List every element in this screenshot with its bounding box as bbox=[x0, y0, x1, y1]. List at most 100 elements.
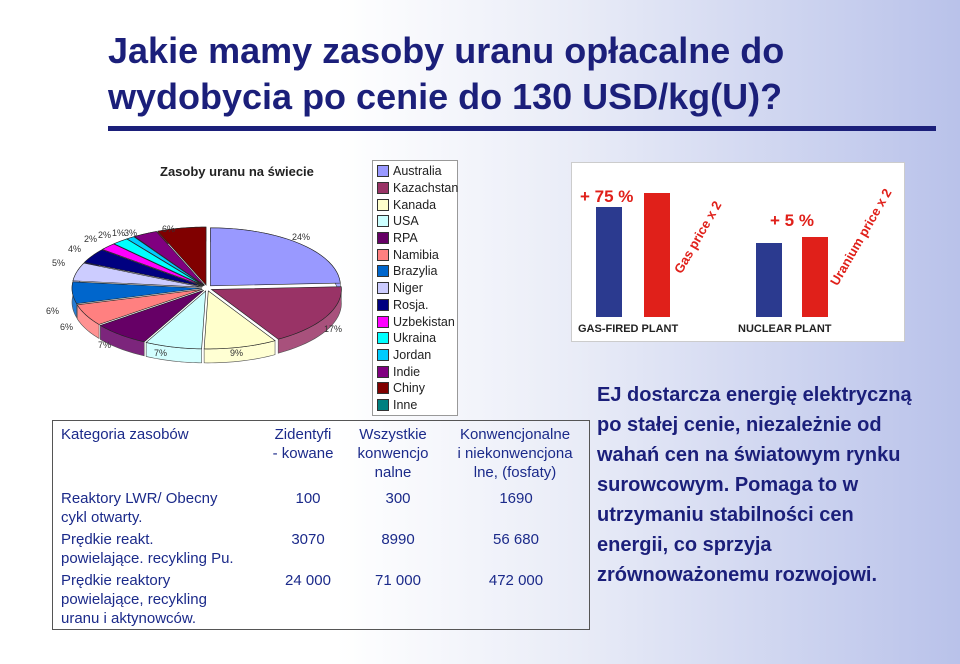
pie-label-kazachstan: 17% bbox=[324, 324, 343, 334]
legend-item-10: Uzbekistan bbox=[377, 313, 457, 330]
legend-label: Chiny bbox=[393, 381, 425, 396]
legend-label: Niger bbox=[393, 281, 423, 296]
pie-slice-11 bbox=[113, 238, 204, 286]
description-line-3: wahań cen na światowym rynku bbox=[597, 444, 901, 466]
legend-label: Rosja. bbox=[393, 297, 429, 312]
pie-slice-14 bbox=[157, 226, 207, 286]
table-row-2-category-line-2: powielające. recykling Pu. bbox=[61, 550, 234, 567]
slide-title-line-1: Jakie mamy zasoby uranu opłacalne do bbox=[108, 30, 785, 71]
pie-label-rpa: 7% bbox=[98, 340, 112, 350]
legend-swatch bbox=[377, 398, 389, 411]
pie-label-chiny: 6% bbox=[162, 224, 176, 234]
legend-item-2: Kazachstan bbox=[377, 180, 459, 197]
legend-item-8: Niger bbox=[377, 280, 457, 297]
header-conventional-line-2: i niekonwencjona bbox=[457, 445, 573, 462]
pie-label-rosja: 4% bbox=[68, 244, 82, 254]
header-conventional-line-3: lne, (fosfaty) bbox=[473, 464, 557, 481]
legend-swatch bbox=[377, 282, 389, 295]
slide-title-line-2: wydobycia po cenie do 130 USD/kg(U)? bbox=[108, 76, 783, 117]
description-line-4: surowcowym. Pomaga to w bbox=[597, 474, 859, 496]
legend-swatch bbox=[377, 182, 389, 195]
legend-swatch bbox=[377, 298, 389, 311]
pie-slice-2 bbox=[210, 286, 342, 340]
header-category: Kategoria zasobów bbox=[61, 426, 189, 443]
legend-label: USA bbox=[393, 214, 419, 229]
header-identified: Zidentyfi - kowane bbox=[263, 425, 343, 463]
header-conventional: Konwencjonalne i niekonwencjona lne, (fo… bbox=[445, 425, 585, 482]
pie-label-niger: 5% bbox=[52, 258, 66, 268]
table-row-3-conventional: 472 000 bbox=[488, 572, 544, 589]
legend-label: Indie bbox=[393, 364, 421, 379]
pie-label-kanada: 9% bbox=[230, 348, 244, 358]
pie-label-usa: 7% bbox=[154, 348, 168, 358]
uranium-price-note: Uranium price x 2 bbox=[827, 186, 895, 288]
table-row-3-all: 71 000 bbox=[375, 572, 421, 589]
pie-label-australia: 24% bbox=[292, 232, 311, 242]
table-row-2-category: Prędkie reakt. powielające. recykling Pu… bbox=[61, 530, 271, 568]
table-row-3-category-line-2: powielające, recykling bbox=[61, 591, 207, 608]
header-all-line-2: konwencjo bbox=[357, 445, 429, 462]
title-divider bbox=[108, 126, 936, 131]
gas-plant-label: GAS-FIRED PLANT bbox=[578, 323, 679, 335]
table-row-3-category: Prędkie reaktory powielające, recykling … bbox=[61, 571, 271, 628]
pie-slice-9 bbox=[83, 249, 203, 287]
table-row-1-category: Reaktory LWR/ Obecny cykl otwarty. bbox=[61, 489, 261, 527]
table-row-2-all: 8990 bbox=[381, 531, 415, 548]
description-line-2: po stałej cenie, niezależnie od bbox=[597, 414, 882, 436]
table-row-1-all: 300 bbox=[385, 490, 411, 507]
pie-legend: Australia Kazachstan Kanada USA RPA Namibia Br… bbox=[372, 160, 458, 416]
nuclear-base-bar bbox=[756, 243, 782, 317]
legend-item-7: Brazylia bbox=[377, 263, 457, 280]
legend-swatch bbox=[377, 165, 389, 178]
table-row-3-category-line-1: Prędkie reaktory bbox=[61, 572, 171, 589]
pie-chart-svg bbox=[71, 226, 342, 364]
legend-swatch bbox=[377, 232, 389, 245]
pie-chart-title: Zasoby uranu na świecie bbox=[160, 164, 314, 179]
legend-item-12: Jordan bbox=[377, 347, 457, 364]
legend-item-15: Inne bbox=[377, 397, 457, 414]
table-row-3-category-line-3: uranu i aktynowców. bbox=[61, 610, 197, 627]
pie-slice-13 bbox=[133, 231, 205, 286]
legend-item-14: Chiny bbox=[377, 380, 457, 397]
pie-slice-8 bbox=[72, 262, 203, 288]
pie-slice-3 bbox=[203, 290, 276, 350]
pie-label-indie: 3% bbox=[124, 228, 138, 238]
pie-slice-5 bbox=[99, 290, 204, 343]
gas-increase-annotation: + 75 % bbox=[580, 187, 634, 206]
pie-slice-10 bbox=[101, 243, 204, 287]
pie-chart: Zasoby uranu na świecie 24% 17% 9% 7% 7%… bbox=[42, 160, 372, 420]
nuclear-increase-bar bbox=[802, 237, 828, 317]
resources-table: Kategoria zasobów Zidentyfi - kowane Wsz… bbox=[52, 420, 590, 630]
table-row-3-identified: 24 000 bbox=[285, 572, 331, 589]
description-line-5: utrzymaniu stabilności cen bbox=[597, 504, 854, 526]
legend-label: Inne bbox=[393, 397, 418, 412]
pie-slice-7 bbox=[71, 281, 203, 305]
legend-label: Namibia bbox=[393, 247, 439, 262]
header-identified-line-1: Zidentyfi bbox=[274, 426, 332, 443]
legend-label: Australia bbox=[393, 164, 442, 179]
table-row-1-category-line-1: Reaktory LWR/ Obecny bbox=[61, 490, 218, 507]
legend-item-9: Rosja. bbox=[377, 297, 457, 314]
legend-label: Kanada bbox=[393, 197, 437, 212]
legend-swatch bbox=[377, 248, 389, 261]
pie-slice-6 bbox=[76, 289, 203, 325]
legend-swatch bbox=[377, 315, 389, 328]
legend-label: Kazachstan bbox=[393, 181, 459, 196]
legend-label: Jordan bbox=[393, 347, 432, 362]
table-row-2-category-line-1: Prędkie reakt. bbox=[61, 531, 154, 548]
nuclear-increase-annotation: + 5 % bbox=[770, 211, 814, 230]
pie-slice-4 bbox=[145, 290, 207, 350]
pie-label-jordan: 1% bbox=[112, 228, 126, 238]
table-row-2-conventional: 56 680 bbox=[493, 531, 539, 548]
gas-increase-bar bbox=[644, 193, 670, 317]
legend-item-6: Namibia bbox=[377, 246, 457, 263]
legend-swatch bbox=[377, 382, 389, 395]
legend-label: Brazylia bbox=[393, 264, 438, 279]
price-change-image: + 75 % + 5 % Gas price x 2 Uranium price… bbox=[571, 162, 905, 342]
slide-title: Jakie mamy zasoby uranu opłacalne do wyd… bbox=[108, 28, 928, 120]
legend-label: Uzbekistan bbox=[393, 314, 455, 329]
description-text: EJ dostarcza energię elektryczną po stał… bbox=[597, 380, 937, 590]
header-all-line-1: Wszystkie bbox=[359, 426, 427, 443]
description-line-7: zrównoważonemu rozwojowi. bbox=[597, 564, 877, 586]
legend-swatch bbox=[377, 348, 389, 361]
